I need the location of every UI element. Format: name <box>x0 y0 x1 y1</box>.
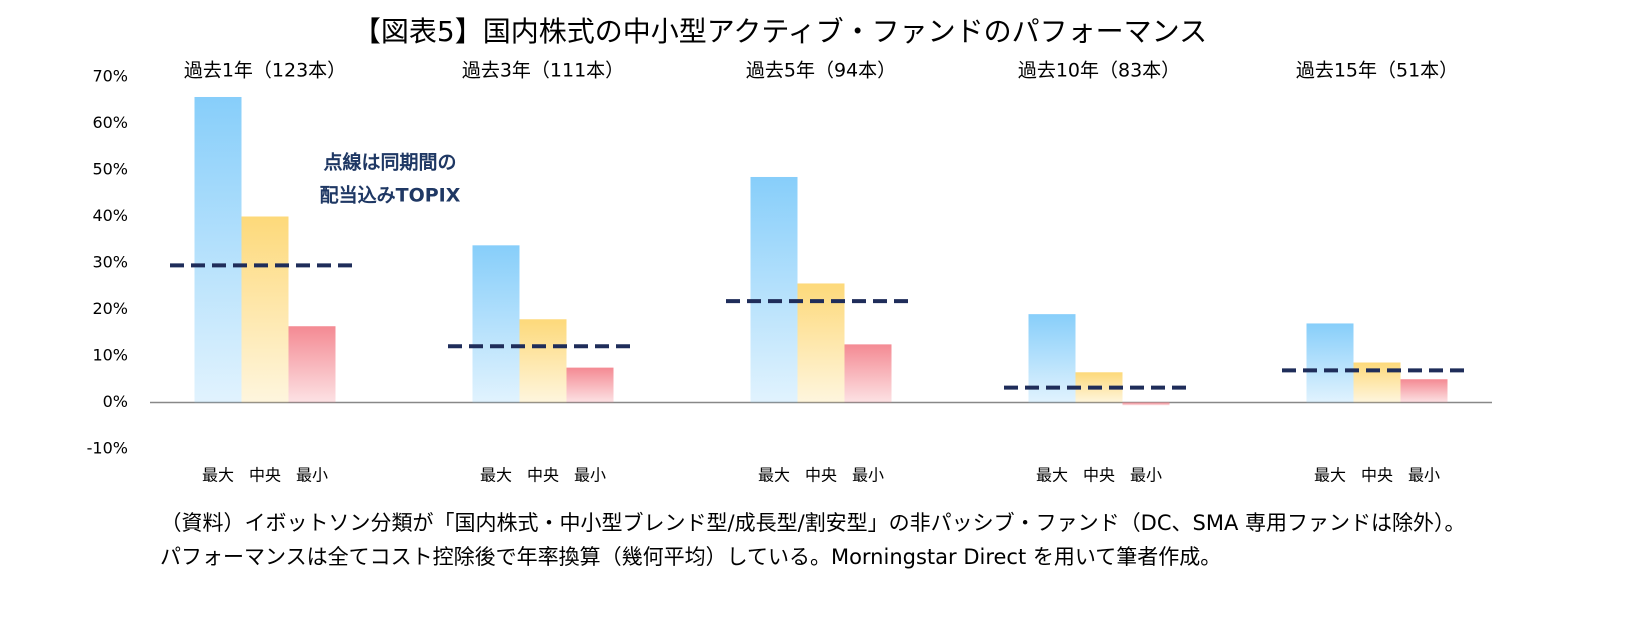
y-tick-label: 70% <box>92 67 128 86</box>
bar <box>1400 379 1448 403</box>
x-tick-label: 最大 <box>758 466 790 485</box>
y-tick-label: 60% <box>92 113 128 132</box>
x-tick-label: 中央 <box>1361 466 1393 485</box>
bar <box>797 283 845 403</box>
y-tick-label: 0% <box>103 392 128 411</box>
y-tick-label: 50% <box>92 160 128 179</box>
annotation: 点線は同期間の <box>323 151 456 174</box>
x-tick-label: 最小 <box>574 466 606 485</box>
y-tick-label: 40% <box>92 206 128 225</box>
bar <box>750 176 798 403</box>
x-tick-label: 最大 <box>202 466 234 485</box>
note: パフォーマンスは全てコスト控除後で年率換算（幾何平均）している。Mornings… <box>160 545 1221 569</box>
x-tick-label: 中央 <box>527 466 559 485</box>
x-tick-label: 最大 <box>480 466 512 485</box>
bar <box>194 96 242 403</box>
bar <box>288 326 336 403</box>
x-tick-label: 最小 <box>296 466 328 485</box>
bar <box>519 319 567 403</box>
group-label: 過去1年（123本） <box>184 60 346 82</box>
group-label: 過去15年（51本） <box>1296 60 1458 82</box>
group-label: 過去5年（94本） <box>746 60 896 82</box>
x-tick-label: 最大 <box>1314 466 1346 485</box>
bar <box>1122 402 1170 406</box>
note: （資料）イボットソン分類が「国内株式・中小型ブレンド型/成長型/割安型」の非パッ… <box>161 511 1466 535</box>
x-tick-label: 最小 <box>1130 466 1162 485</box>
annotation: 配当込みTOPIX <box>320 184 461 207</box>
group-label: 過去3年（111本） <box>462 60 624 82</box>
y-tick-label: 10% <box>92 346 128 365</box>
bar <box>472 245 520 403</box>
x-tick-label: 最小 <box>852 466 884 485</box>
bar <box>566 367 614 403</box>
x-tick-label: 最小 <box>1408 466 1440 485</box>
x-tick-label: 中央 <box>1083 466 1115 485</box>
x-tick-label: 中央 <box>249 466 281 485</box>
y-tick-label: 20% <box>92 299 128 318</box>
group-label: 過去10年（83本） <box>1018 60 1180 82</box>
bar <box>241 216 289 403</box>
bar <box>844 344 892 403</box>
y-tick-label: 30% <box>92 253 128 272</box>
bar <box>1306 323 1354 403</box>
y-tick-label: -10% <box>87 439 128 458</box>
x-tick-label: 最大 <box>1036 466 1068 485</box>
chart-title: 【図表5】国内株式の中小型アクティブ・ファンドのパフォーマンス <box>353 15 1207 48</box>
x-tick-label: 中央 <box>805 466 837 485</box>
